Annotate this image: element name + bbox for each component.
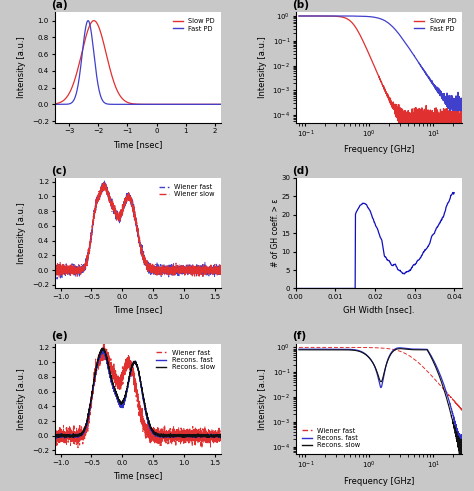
- Text: (b): (b): [292, 0, 310, 10]
- Y-axis label: Intensity [a.u.]: Intensity [a.u.]: [18, 37, 27, 98]
- Legend: Slow PD, Fast PD: Slow PD, Fast PD: [170, 16, 218, 34]
- X-axis label: Time [nsec]: Time [nsec]: [113, 140, 163, 149]
- X-axis label: Time [nsec]: Time [nsec]: [113, 305, 163, 315]
- Text: (e): (e): [51, 331, 68, 342]
- X-axis label: Frequency [GHz]: Frequency [GHz]: [344, 477, 414, 486]
- Y-axis label: Intensity [a.u.]: Intensity [a.u.]: [18, 368, 27, 430]
- Y-axis label: # of GH coeff. > ε: # of GH coeff. > ε: [271, 199, 280, 268]
- Y-axis label: Intensity [a.u.]: Intensity [a.u.]: [258, 368, 267, 430]
- Text: (a): (a): [51, 0, 68, 10]
- Legend: Wiener fast, Recons. fast, Recons. slow: Wiener fast, Recons. fast, Recons. slow: [299, 425, 363, 451]
- Text: (d): (d): [292, 166, 310, 176]
- X-axis label: GH Width [nsec].: GH Width [nsec].: [343, 305, 415, 315]
- X-axis label: Time [nsec]: Time [nsec]: [113, 471, 163, 480]
- Y-axis label: Intensity [a.u.]: Intensity [a.u.]: [18, 202, 27, 264]
- Text: (f): (f): [292, 331, 307, 342]
- Legend: Slow PD, Fast PD: Slow PD, Fast PD: [411, 16, 459, 34]
- Text: (c): (c): [51, 166, 67, 176]
- Legend: Wiener fast, Wiener slow: Wiener fast, Wiener slow: [156, 181, 218, 200]
- Legend: Wiener fast, Recons. fast, Recons. slow: Wiener fast, Recons. fast, Recons. slow: [154, 347, 218, 373]
- X-axis label: Frequency [GHz]: Frequency [GHz]: [344, 145, 414, 154]
- Y-axis label: Intensity [a.u.]: Intensity [a.u.]: [258, 37, 267, 98]
